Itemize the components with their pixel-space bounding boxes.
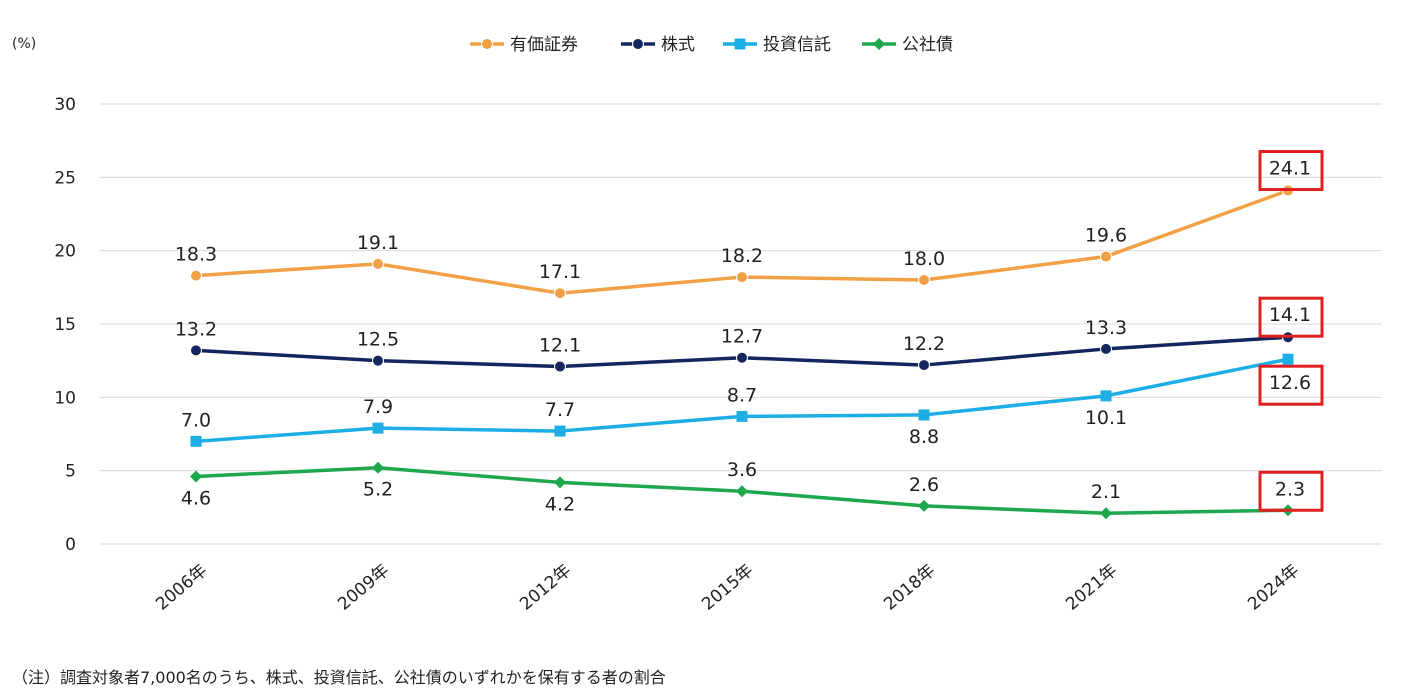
data-point [372, 422, 384, 434]
data-point [481, 38, 493, 50]
data-point [918, 409, 930, 421]
data-label: 24.1 [1269, 158, 1311, 180]
data-point [554, 476, 566, 489]
legend-label: 公社債 [902, 35, 953, 55]
data-label: 7.9 [363, 396, 393, 418]
legend-item: 投資信託 [723, 35, 831, 55]
legend-item: 有価証券 [470, 35, 578, 55]
data-label: 13.3 [1085, 317, 1127, 339]
data-point [736, 271, 748, 284]
x-axis-ticks: 2006年 2009年 2012年 2015年 2018年 2021年 2024年 [152, 561, 1303, 615]
footnote: （注）調査対象者7,000名のうち、株式、投資信託、公社債のいずれかを保有する者… [12, 668, 666, 687]
data-labels: 18.3 19.1 17.1 18.2 18.0 19.6 24.1 13.2 12.5 12.1… [175, 150, 1324, 515]
data-label: 7.0 [181, 409, 211, 431]
data-point [734, 38, 746, 50]
data-point [918, 274, 930, 286]
highlight-box [1258, 470, 1324, 512]
x-tick-label: 2021年 [1062, 561, 1121, 615]
data-label: 19.6 [1085, 225, 1127, 247]
x-tick-label: 2012年 [516, 561, 575, 615]
data-point [736, 485, 748, 498]
series-2 [190, 353, 1294, 447]
legend-label: 株式 [661, 35, 695, 55]
data-point [190, 344, 202, 357]
data-label: 18.3 [175, 244, 217, 266]
data-label: 2.1 [1091, 481, 1121, 503]
y-tick-label: 10 [54, 388, 76, 408]
data-label: 12.7 [721, 326, 763, 348]
data-point [554, 425, 566, 437]
data-point [873, 38, 885, 50]
data-label: 4.2 [545, 493, 575, 515]
legend-label: 有価証券 [510, 35, 578, 55]
y-tick-label: 5 [65, 462, 76, 482]
data-point [1282, 353, 1294, 365]
series-1 [190, 331, 1294, 373]
data-point [1100, 507, 1112, 520]
data-point [372, 354, 384, 367]
data-label: 13.2 [175, 318, 217, 340]
data-label: 19.1 [357, 232, 399, 254]
data-label: 17.1 [539, 261, 581, 283]
data-label: 5.2 [363, 479, 393, 501]
y-axis-ticks: 0 5 10 15 20 25 30 [54, 95, 76, 555]
data-point [736, 351, 748, 364]
data-label: 8.8 [909, 426, 939, 448]
data-label: 18.2 [721, 245, 763, 267]
x-tick-label: 2015年 [698, 561, 757, 615]
data-point [554, 287, 566, 300]
y-tick-label: 0 [65, 535, 76, 555]
data-label: 12.6 [1269, 372, 1311, 394]
data-point [1100, 250, 1112, 263]
legend-item: 株式 [621, 35, 695, 55]
data-point [918, 499, 930, 512]
data-label: 18.0 [903, 248, 945, 270]
x-tick-label: 2024年 [1244, 561, 1303, 615]
data-point [190, 269, 202, 282]
data-label: 7.7 [545, 399, 575, 421]
data-label: 10.1 [1085, 407, 1127, 429]
y-tick-label: 15 [54, 315, 76, 335]
legend: 有価証券 株式 投資信託 公社債 [470, 35, 953, 55]
series-lines [190, 184, 1294, 520]
data-point [736, 410, 748, 422]
x-tick-label: 2018年 [880, 561, 939, 615]
data-label: 2.6 [909, 474, 939, 496]
data-label: 3.6 [727, 459, 757, 481]
data-label: 8.7 [727, 384, 757, 406]
data-point [190, 470, 202, 483]
legend-item: 公社債 [862, 35, 953, 55]
highlight-box [1258, 364, 1324, 406]
data-label: 14.1 [1269, 304, 1311, 326]
series-0 [190, 184, 1294, 300]
data-label: 4.6 [181, 488, 211, 510]
y-tick-label: 30 [54, 95, 76, 115]
data-point [190, 435, 202, 447]
data-label: 12.1 [539, 335, 581, 357]
data-label: 12.2 [903, 333, 945, 355]
x-tick-label: 2006年 [152, 561, 211, 615]
series-3 [190, 461, 1294, 520]
legend-label: 投資信託 [763, 35, 831, 55]
y-unit-label: (%) [12, 36, 36, 52]
data-point [1100, 342, 1112, 355]
y-tick-label: 20 [54, 242, 76, 262]
data-point [372, 461, 384, 474]
data-point [632, 38, 644, 50]
data-point [372, 257, 384, 270]
data-point [554, 360, 566, 373]
data-label: 2.3 [1275, 478, 1305, 500]
data-label: 12.5 [357, 329, 399, 351]
data-point [918, 359, 930, 372]
data-point [1100, 390, 1112, 402]
line-chart: (%) 有価証券 株式 投資信託 公社債 0 5 10 15 20 25 30 2006年 2009… [12, 35, 1382, 615]
highlight-box [1258, 296, 1324, 338]
x-tick-label: 2009年 [334, 561, 393, 615]
y-tick-label: 25 [54, 168, 76, 188]
highlight-box [1258, 150, 1324, 192]
